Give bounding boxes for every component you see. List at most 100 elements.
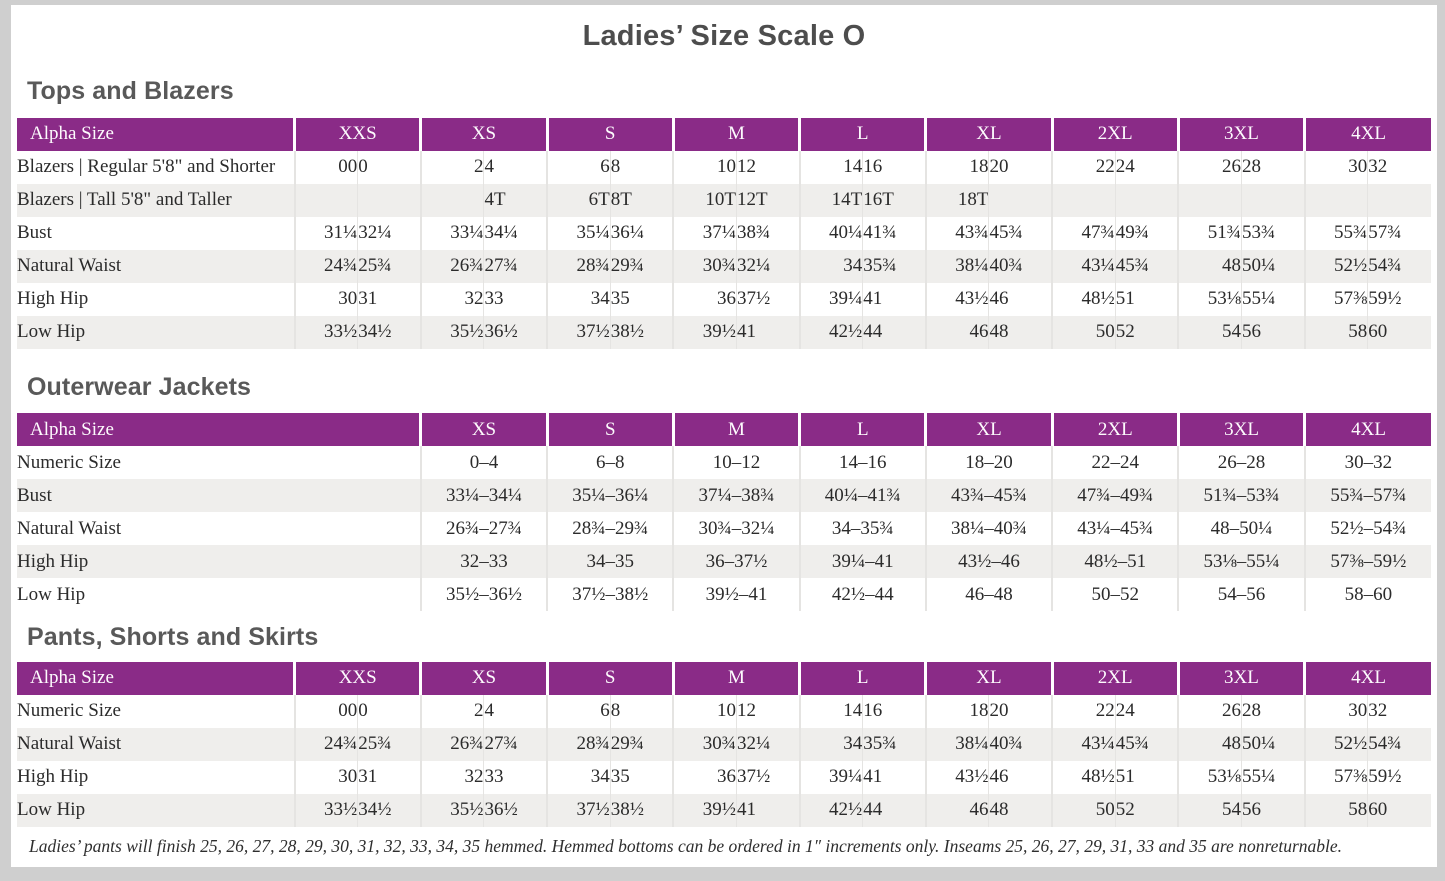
size-value-cell: 38¾	[735, 216, 800, 250]
size-value-cell	[1367, 183, 1431, 217]
size-value-cell: 50	[1051, 315, 1116, 349]
row-label: High Hip	[17, 766, 89, 788]
size-value-cell: 50	[1051, 793, 1116, 827]
row-label: High Hip	[17, 288, 89, 310]
size-value-cell: 24	[1114, 694, 1179, 728]
size-value-cell: 58	[1303, 793, 1368, 827]
size-value-cell: 12	[735, 150, 800, 184]
size-value-cell: 52½	[1303, 249, 1368, 283]
size-value-cell: 46	[988, 282, 1053, 316]
size-value-cell: 54¾	[1367, 727, 1431, 761]
size-value-cell: 31	[357, 282, 421, 316]
size-value-cell: 37½	[735, 282, 800, 316]
size-value-cell: 32¼	[735, 727, 800, 761]
table-row: Natural Waist 26¾–27¾ 28¾–29¾ 30¾–32¼ 34–35¾…	[17, 512, 1431, 546]
table-row: Low Hip 35½–36½ 37½–38½ 39½–41 42½–44 46–48 50…	[17, 578, 1431, 612]
size-value-cell: 26¾	[419, 249, 484, 283]
row-label: Low Hip	[17, 793, 295, 827]
size-value-cell: 41	[862, 282, 926, 316]
size-value-cell: 24¾	[293, 249, 358, 283]
size-value-cell: 32¼	[735, 249, 800, 283]
row-label: Blazers | Tall 5'8" and Taller	[17, 183, 295, 217]
size-value-cell: 36	[672, 282, 737, 316]
size-range-cell: 22–24	[1051, 446, 1179, 480]
size-value-cell: 54	[1177, 793, 1242, 827]
size-value-cell: 56	[1240, 315, 1305, 349]
size-value-cell: 39½	[672, 793, 737, 827]
size-value-cell: 46	[924, 793, 989, 827]
size-range-cell: 57⅜–59½	[1303, 545, 1431, 579]
size-value-cell: 10T	[672, 183, 737, 217]
size-value-cell: 53⅛	[1177, 760, 1242, 794]
size-value-cell	[988, 183, 1053, 217]
size-value-cell: 38½	[609, 315, 674, 349]
size-value-cell: 32	[419, 282, 484, 316]
size-value-cell: 34¼	[483, 216, 548, 250]
size-column-header: XXS	[293, 661, 421, 695]
size-value-cell: 43¼	[1051, 727, 1116, 761]
size-value-cell	[1114, 183, 1179, 217]
alpha-size-header: Alpha Size	[17, 661, 295, 695]
size-range-cell: 43¼–45¾	[1051, 512, 1179, 546]
size-value-cell: 39¼	[798, 282, 863, 316]
size-value-cell: 35	[609, 282, 674, 316]
size-value-cell: 53⅛	[1177, 282, 1242, 316]
size-value-cell: 31	[357, 760, 421, 794]
size-range-cell: 0–4	[419, 446, 548, 480]
size-value-cell: 14	[798, 694, 863, 728]
size-value-cell: 6	[546, 694, 611, 728]
size-value-cell: 60	[1367, 315, 1431, 349]
size-value-cell: 18	[924, 150, 989, 184]
size-value-cell: 40¾	[988, 727, 1053, 761]
size-value-cell: 24¾	[293, 727, 358, 761]
size-value-cell: 8	[609, 694, 674, 728]
size-column-header: M	[671, 117, 800, 151]
size-value-cell: 8	[609, 150, 674, 184]
size-range-cell: 35½–36½	[419, 578, 548, 612]
table-row: Low Hip 33½ 34½ 35½ 36½ 37½ 38½ 39½ 41 42½ 44 46 48 5…	[17, 793, 1431, 827]
size-value-cell: 46	[988, 760, 1053, 794]
row-label: Numeric Size	[17, 700, 121, 722]
tables-container: Tops and Blazers Alpha Size XXS XS S M L XL 2XL 3…	[17, 78, 1431, 827]
size-value-cell: 58	[1303, 315, 1368, 349]
size-value-cell: 30¾	[672, 727, 737, 761]
size-value-cell	[1303, 183, 1368, 217]
size-range-cell: 30–32	[1303, 446, 1431, 480]
size-value-cell: 24	[1114, 150, 1179, 184]
row-label: Natural Waist	[17, 517, 122, 539]
size-range-cell: 26¾–27¾	[419, 512, 548, 546]
size-value-cell: 41	[735, 315, 800, 349]
size-value-cell: 39½	[672, 315, 737, 349]
size-value-cell: 60	[1367, 793, 1431, 827]
size-range-cell: 34–35	[546, 545, 674, 579]
size-value-cell: 57⅜	[1303, 760, 1368, 794]
size-value-cell: 33½	[293, 315, 358, 349]
size-range-cell: 37¼–38¾	[672, 479, 800, 513]
size-range-cell: 6–8	[546, 446, 674, 480]
size-value-cell: 31¼	[293, 216, 358, 250]
size-range-cell: 55¾–57¾	[1303, 479, 1431, 513]
row-label: Natural Waist	[17, 249, 295, 283]
size-column-header: XL	[924, 413, 1053, 447]
size-value-cell: 34	[546, 760, 611, 794]
size-column-header: XXS	[293, 117, 421, 151]
size-value-cell: 12T	[735, 183, 800, 217]
size-value-cell: 30	[1303, 150, 1368, 184]
size-value-cell: 29¾	[609, 249, 674, 283]
table-row: Bust 31¼ 32¼ 33¼ 34¼ 35¼ 36¼ 37¼ 38¾ 40¼ 41¾ 43¾ 45¾…	[17, 216, 1431, 250]
size-range-cell: 28¾–29¾	[546, 512, 674, 546]
size-range-cell: 39½–41	[672, 578, 800, 612]
size-value-cell: 14T	[798, 183, 863, 217]
size-value-cell: 20	[988, 150, 1053, 184]
size-value-cell: 50¼	[1240, 249, 1305, 283]
header-row: Alpha Size XS S M L XL 2XL 3XL 4XL	[17, 413, 1431, 447]
size-range-cell: 48–50¼	[1177, 512, 1305, 546]
size-value-cell: 34½	[357, 315, 421, 349]
document-page: Ladies’ Size Scale O Tops and Blazers Alp…	[11, 5, 1437, 867]
size-column-header: S	[545, 413, 674, 447]
size-value-cell: 22	[1051, 150, 1116, 184]
size-value-cell: 30	[1303, 694, 1368, 728]
size-value-cell: 51	[1114, 282, 1179, 316]
size-value-cell: 56	[1240, 793, 1305, 827]
size-table: Alpha Size XXS XS S M L XL 2XL 3XL 4XL Numeric Siz…	[17, 661, 1431, 827]
